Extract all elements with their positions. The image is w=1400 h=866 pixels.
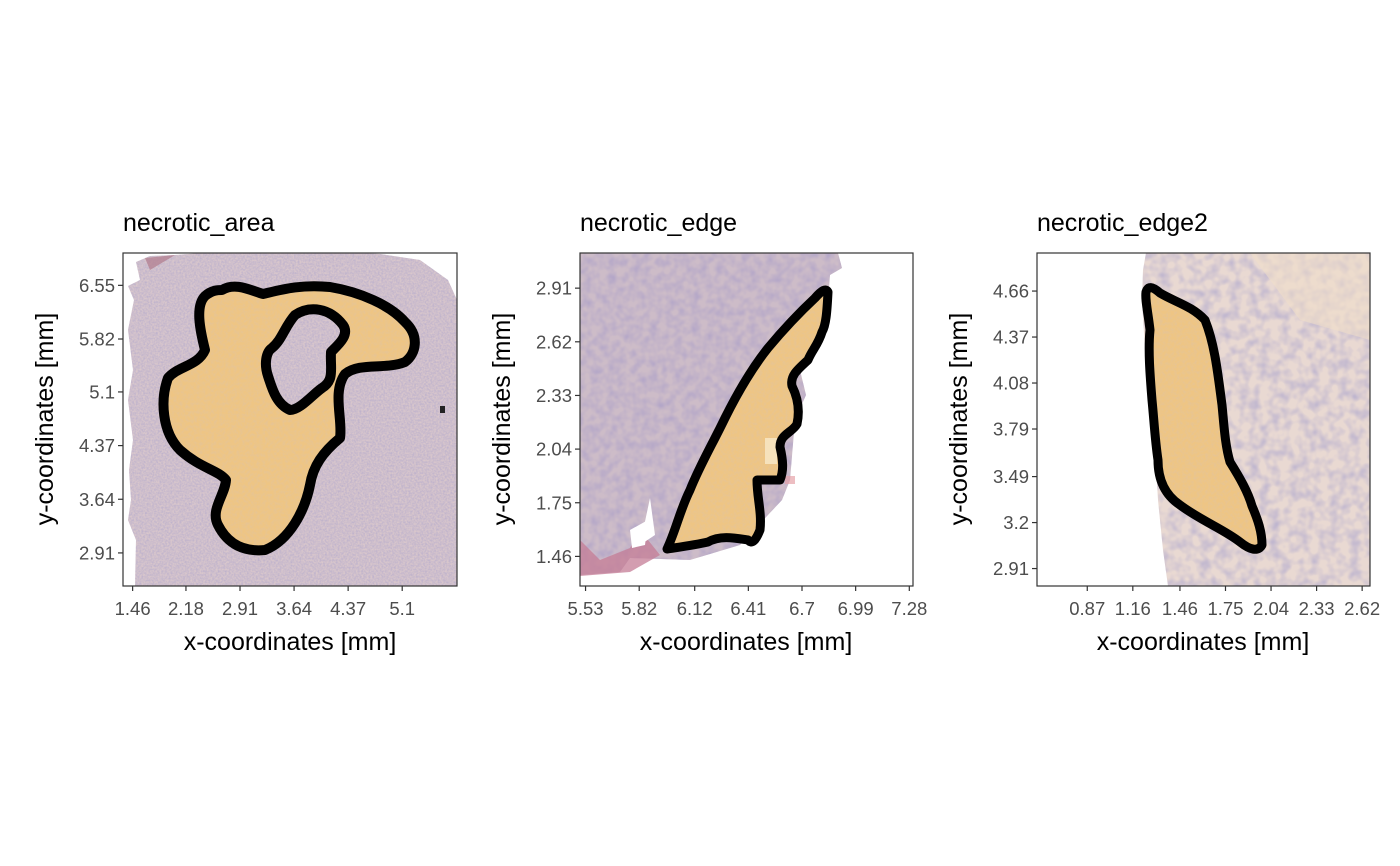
x-tick-label: 0.87 xyxy=(1069,598,1105,619)
x-tick-label: 5.82 xyxy=(621,598,657,619)
region-outline xyxy=(158,281,420,556)
y-axis-title: y-coordinates [mm] xyxy=(488,313,516,526)
y-tick-label: 3.2 xyxy=(1003,512,1029,533)
y-tick-label: 5.1 xyxy=(89,381,115,402)
x-axis-title: x-coordinates [mm] xyxy=(1097,628,1310,656)
y-tick-label: 4.66 xyxy=(993,281,1029,302)
x-tick-label: 1.46 xyxy=(115,598,151,619)
panel-title: necrotic_edge xyxy=(580,209,737,237)
x-tick-label: 2.33 xyxy=(1299,598,1335,619)
x-tick-label: 1.46 xyxy=(1162,598,1198,619)
y-tick-label: 3.64 xyxy=(79,489,115,510)
x-axis-title: x-coordinates [mm] xyxy=(184,628,397,656)
x-tick-label: 6.12 xyxy=(677,598,713,619)
x-tick-label: 1.16 xyxy=(1115,598,1151,619)
x-tick-label: 2.04 xyxy=(1253,598,1289,619)
y-axis-title: y-coordinates [mm] xyxy=(31,313,59,526)
y-tick-label: 1.46 xyxy=(536,546,572,567)
x-tick-label: 2.91 xyxy=(222,598,258,619)
panel-necrotic-edge2: necrotic_edge2 0.87 1.16 1.46 1.75 2.04 2.33 2… xyxy=(945,209,1380,656)
plot-frame xyxy=(579,252,914,587)
y-tick-label: 2.91 xyxy=(79,542,115,563)
x-tick-label: 6.99 xyxy=(838,598,874,619)
y-tick-label: 2.91 xyxy=(536,278,572,299)
axes: 1.46 2.18 2.91 3.64 4.37 5.1 6.55 5.82 5.1 4.37 3.… xyxy=(79,275,415,619)
x-axis-title: x-coordinates [mm] xyxy=(640,628,853,656)
x-tick-label: 4.37 xyxy=(330,598,366,619)
panel-title: necrotic_edge2 xyxy=(1037,209,1208,237)
y-axis-title: y-coordinates [mm] xyxy=(945,313,973,526)
tissue-image xyxy=(128,253,457,586)
x-tick-label: 7.28 xyxy=(891,598,927,619)
y-tick-label: 1.75 xyxy=(536,492,572,513)
x-tick-label: 1.75 xyxy=(1207,598,1243,619)
x-tick-label: 6.41 xyxy=(730,598,766,619)
x-tick-label: 2.18 xyxy=(168,598,204,619)
y-tick-label: 6.55 xyxy=(79,275,115,296)
axes: 0.87 1.16 1.46 1.75 2.04 2.33 2.62 4.66 4.37 4.08… xyxy=(993,281,1380,619)
y-tick-label: 2.04 xyxy=(536,439,572,460)
x-tick-label: 6.7 xyxy=(789,598,815,619)
panel-necrotic-edge: necrotic_edge 5.53 5.82 6.12 6.41 6.7 6.99 7.2… xyxy=(488,209,927,656)
tissue-image xyxy=(1142,253,1370,586)
x-tick-label: 3.64 xyxy=(276,598,312,619)
region-outline xyxy=(1141,283,1267,554)
plot-frame xyxy=(122,252,458,587)
y-tick-label: 5.82 xyxy=(79,329,115,350)
y-tick-label: 4.37 xyxy=(993,327,1029,348)
axes: 5.53 5.82 6.12 6.41 6.7 6.99 7.28 2.91 2.62 2.33 2… xyxy=(536,278,927,619)
plot-frame xyxy=(1036,252,1371,587)
y-tick-label: 4.08 xyxy=(993,373,1029,394)
region-outline xyxy=(662,285,833,554)
y-tick-label: 2.91 xyxy=(993,558,1029,579)
panel-necrotic-area: necrotic_area 1.46 2.18 2.91 3.64 4.37 5.1 6.5… xyxy=(31,209,458,656)
x-tick-label: 5.1 xyxy=(389,598,415,619)
panel-title: necrotic_area xyxy=(123,209,275,237)
y-tick-label: 4.37 xyxy=(79,435,115,456)
x-tick-label: 2.62 xyxy=(1344,598,1380,619)
y-tick-label: 3.79 xyxy=(993,419,1029,440)
y-tick-label: 2.62 xyxy=(536,331,572,352)
y-tick-label: 3.49 xyxy=(993,466,1029,487)
x-tick-label: 5.53 xyxy=(568,598,604,619)
y-tick-label: 2.33 xyxy=(536,385,572,406)
